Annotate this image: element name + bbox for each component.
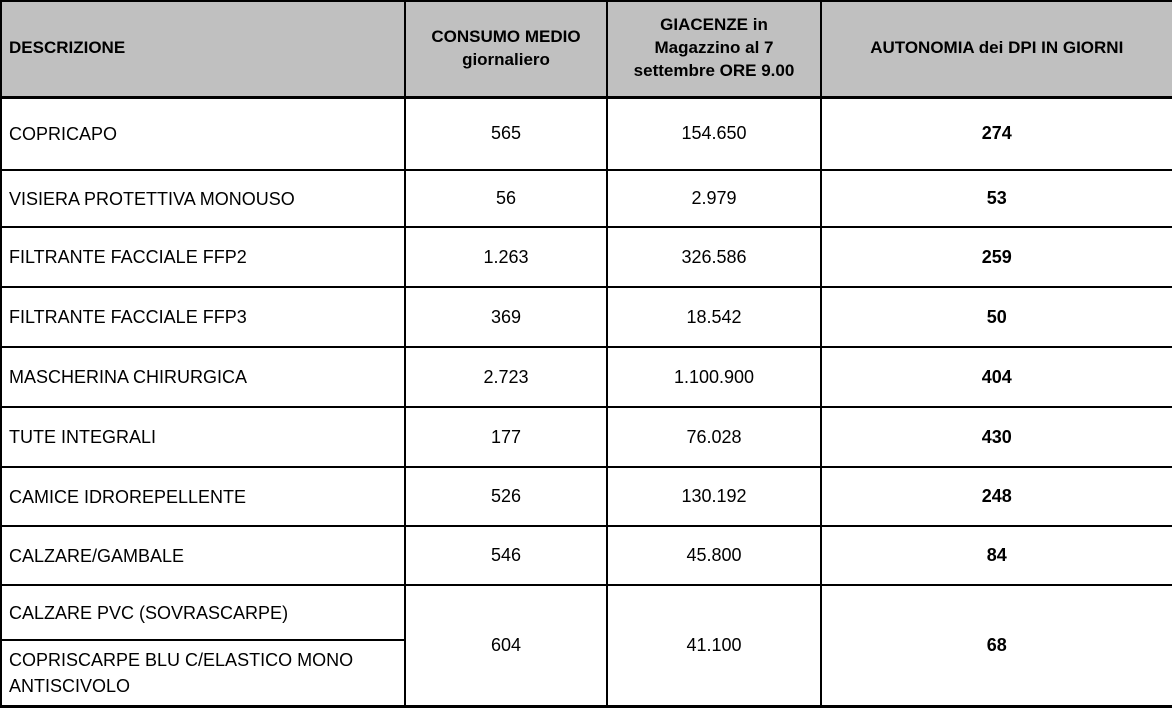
cell-descrizione: CALZARE PVC (SOVRASCARPE) bbox=[0, 584, 406, 642]
cell-descrizione: COPRISCARPE BLU C/ELASTICO MONO ANTISCIV… bbox=[0, 639, 406, 708]
header-row: DESCRIZIONE CONSUMO MEDIO giornaliero GI… bbox=[0, 0, 1172, 99]
table-row: CAMICE IDROREPELLENTE 526 130.192 248 bbox=[0, 466, 1172, 528]
cell-consumo: 565 bbox=[404, 95, 608, 172]
table-row: VISIERA PROTETTIVA MONOUSO 56 2.979 53 bbox=[0, 169, 1172, 229]
cell-autonomia: 274 bbox=[820, 95, 1172, 172]
column-header-autonomia: AUTONOMIA dei DPI IN GIORNI bbox=[820, 0, 1172, 99]
column-header-giacenze-line3: settembre ORE 9.00 bbox=[633, 61, 795, 81]
cell-consumo: 526 bbox=[404, 466, 608, 528]
cell-consumo: 546 bbox=[404, 525, 608, 587]
table-header: DESCRIZIONE CONSUMO MEDIO giornaliero GI… bbox=[0, 0, 1172, 99]
column-header-giacenze: GIACENZE in Magazzino al 7 settembre ORE… bbox=[606, 0, 822, 99]
column-header-descrizione-label: DESCRIZIONE bbox=[9, 38, 126, 58]
cell-giacenze: 154.650 bbox=[606, 95, 822, 172]
table-row: MASCHERINA CHIRURGICA 2.723 1.100.900 40… bbox=[0, 346, 1172, 409]
column-header-giacenze-line1: GIACENZE in bbox=[660, 15, 768, 35]
cell-autonomia: 430 bbox=[820, 406, 1172, 469]
column-header-consumo-line2: giornaliero bbox=[462, 49, 550, 69]
cell-descrizione: VISIERA PROTETTIVA MONOUSO bbox=[0, 169, 406, 229]
cell-consumo: 177 bbox=[404, 406, 608, 469]
column-header-consumo-line1: CONSUMO MEDIO bbox=[431, 26, 581, 46]
table-row: TUTE INTEGRALI 177 76.028 430 bbox=[0, 406, 1172, 469]
cell-giacenze: 326.586 bbox=[606, 226, 822, 289]
table-row: CALZARE/GAMBALE 546 45.800 84 bbox=[0, 525, 1172, 587]
cell-consumo-merged: 604 bbox=[404, 584, 608, 708]
cell-descrizione: COPRICAPO bbox=[0, 95, 406, 172]
cell-giacenze: 130.192 bbox=[606, 466, 822, 528]
cell-consumo: 56 bbox=[404, 169, 608, 229]
cell-giacenze-merged: 41.100 bbox=[606, 584, 822, 708]
cell-giacenze: 76.028 bbox=[606, 406, 822, 469]
cell-autonomia: 84 bbox=[820, 525, 1172, 587]
table-row: COPRICAPO 565 154.650 274 bbox=[0, 95, 1172, 172]
cell-consumo: 2.723 bbox=[404, 346, 608, 409]
column-header-consumo-medio: CONSUMO MEDIO giornaliero bbox=[404, 0, 608, 99]
table-body: COPRICAPO 565 154.650 274 VISIERA PROTET… bbox=[0, 95, 1172, 708]
cell-consumo: 369 bbox=[404, 286, 608, 349]
cell-autonomia: 53 bbox=[820, 169, 1172, 229]
cell-autonomia-merged: 68 bbox=[820, 584, 1172, 708]
cell-descrizione: FILTRANTE FACCIALE FFP3 bbox=[0, 286, 406, 349]
cell-giacenze: 1.100.900 bbox=[606, 346, 822, 409]
cell-descrizione: FILTRANTE FACCIALE FFP2 bbox=[0, 226, 406, 289]
column-header-autonomia-label: AUTONOMIA dei DPI IN GIORNI bbox=[870, 38, 1124, 58]
table-row: FILTRANTE FACCIALE FFP3 369 18.542 50 bbox=[0, 286, 1172, 349]
cell-descrizione: TUTE INTEGRALI bbox=[0, 406, 406, 469]
cell-descrizione: MASCHERINA CHIRURGICA bbox=[0, 346, 406, 409]
cell-descrizione: CALZARE/GAMBALE bbox=[0, 525, 406, 587]
table-row-merged-bottom: COPRISCARPE BLU C/ELASTICO MONO ANTISCIV… bbox=[0, 639, 1172, 708]
column-header-giacenze-line2: Magazzino al 7 bbox=[654, 38, 774, 58]
cell-autonomia: 404 bbox=[820, 346, 1172, 409]
cell-consumo: 1.263 bbox=[404, 226, 608, 289]
cell-autonomia: 259 bbox=[820, 226, 1172, 289]
table-row-merged-top: CALZARE PVC (SOVRASCARPE) 604 41.100 68 bbox=[0, 584, 1172, 708]
table-row: FILTRANTE FACCIALE FFP2 1.263 326.586 25… bbox=[0, 226, 1172, 289]
cell-giacenze: 18.542 bbox=[606, 286, 822, 349]
cell-giacenze: 45.800 bbox=[606, 525, 822, 587]
cell-autonomia: 50 bbox=[820, 286, 1172, 349]
cell-autonomia: 248 bbox=[820, 466, 1172, 528]
cell-descrizione: CAMICE IDROREPELLENTE bbox=[0, 466, 406, 528]
cell-giacenze: 2.979 bbox=[606, 169, 822, 229]
column-header-descrizione: DESCRIZIONE bbox=[0, 0, 406, 99]
